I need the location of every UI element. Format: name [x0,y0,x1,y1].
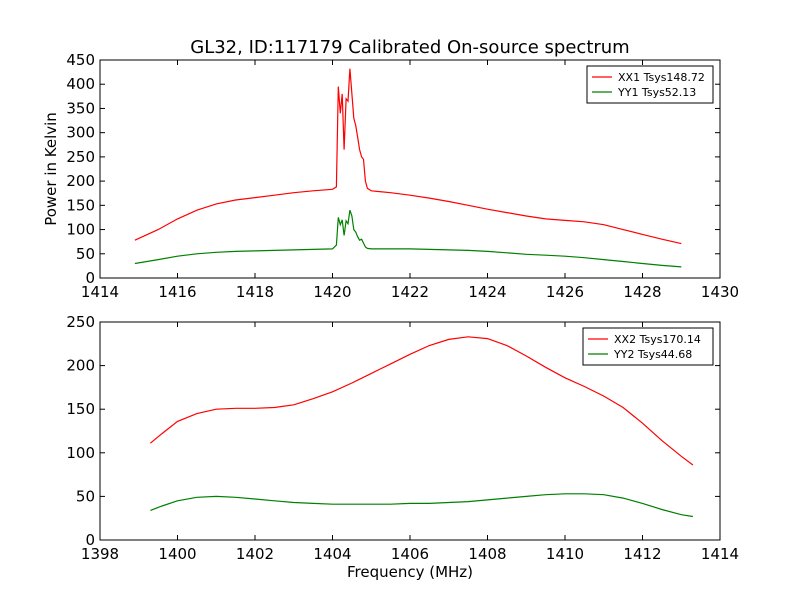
y-tick-label: 450 [66,51,95,69]
series-line-yy2 [150,493,693,518]
x-tick-label: 1406 [391,545,429,563]
y-tick-label: 400 [66,75,95,93]
x-tick-label: 1430 [701,283,739,301]
x-tick-label: 1416 [158,283,196,301]
x-tick-label: 1420 [313,283,351,301]
x-tick-label: 1428 [623,283,661,301]
legend-box [586,65,714,104]
x-tick-label: 1422 [391,283,429,301]
x-tick-label: 1398 [81,545,119,563]
legend: XX1 Tsys148.72 YY1 Tsys52.13 [586,65,714,104]
legend-box [582,327,714,366]
top-panel: 1414 1416 1418 1420 1422 1424 1426 1428 1430 0 50 1… [42,51,739,301]
x-tick-label: 1404 [313,545,351,563]
series-line-yy1 [134,210,682,268]
chart-title: GL32, ID:117179 Calibrated On-source spe… [190,37,629,58]
series-line-xx2 [150,336,694,466]
x-tick-label: 1418 [236,283,274,301]
y-tick-label: 250 [66,313,95,331]
x-tick-label: 1414 [81,283,119,301]
legend-entry-label: XX2 Tsys170.14 [614,333,701,346]
x-tick-label: 1412 [623,545,661,563]
x-tick-label: 1410 [546,545,584,563]
y-tick-label: 100 [66,444,95,462]
y-tick-label: 200 [66,357,95,375]
x-axis-label: Frequency (MHz) [347,563,473,581]
legend-entry-label: XX1 Tsys148.72 [618,71,705,84]
y-tick-label: 250 [66,148,95,166]
y-tick-label: 0 [85,269,95,287]
y-tick-label: 350 [66,99,95,117]
y-tick-label: 0 [85,531,95,549]
y-axis-label: Power in Kelvin [42,112,60,226]
x-tick-label: 1426 [546,283,584,301]
series-line-xx1 [134,68,682,245]
y-tick-label: 200 [66,172,95,190]
y-tick-label: 300 [66,124,95,142]
y-tick-label: 50 [76,245,95,263]
x-tick-label: 1424 [468,283,506,301]
legend-entry-label: YY1 Tsys52.13 [617,86,696,99]
x-tick-label: 1408 [468,545,506,563]
x-tick-label: 1414 [701,545,739,563]
y-tick-label: 50 [76,487,95,505]
y-tick-label: 150 [66,400,95,418]
bottom-panel: 1398 1400 1402 1404 1406 1408 1410 1412 1414 0 50 1… [66,313,739,581]
y-tick-label: 150 [66,196,95,214]
legend-entry-label: YY2 Tsys44.68 [613,348,692,361]
y-tick-label: 100 [66,221,95,239]
x-tick-label: 1402 [236,545,274,563]
x-tick-label: 1400 [158,545,196,563]
legend: XX2 Tsys170.14 YY2 Tsys44.68 [582,327,714,366]
